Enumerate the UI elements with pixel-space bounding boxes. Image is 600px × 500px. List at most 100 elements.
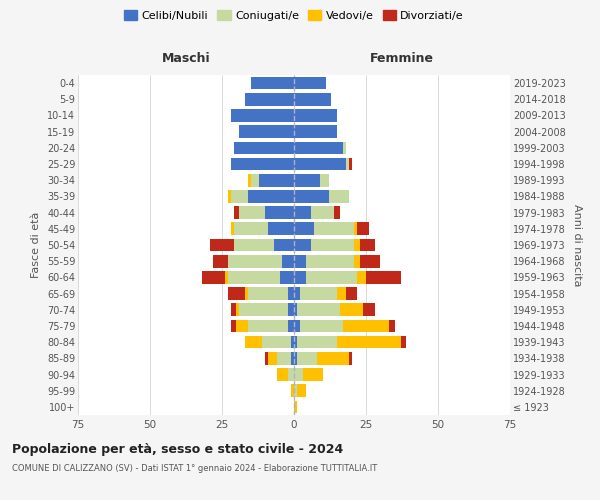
- Bar: [233, 206, 239, 219]
- Bar: [274, 238, 294, 252]
- Bar: [268, 222, 294, 235]
- Bar: [262, 336, 291, 348]
- Bar: [239, 126, 294, 138]
- Bar: [311, 238, 355, 252]
- Bar: [230, 109, 294, 122]
- Bar: [343, 142, 346, 154]
- Bar: [291, 336, 294, 348]
- Bar: [233, 238, 274, 252]
- Bar: [248, 190, 294, 202]
- Bar: [300, 288, 337, 300]
- Bar: [329, 190, 349, 202]
- Bar: [305, 271, 358, 283]
- Bar: [230, 158, 294, 170]
- Bar: [228, 288, 245, 300]
- Bar: [358, 271, 366, 283]
- Bar: [280, 271, 294, 283]
- Text: Popolazione per età, sesso e stato civile - 2024: Popolazione per età, sesso e stato civil…: [12, 442, 343, 456]
- Bar: [259, 174, 294, 186]
- Bar: [294, 368, 302, 381]
- Bar: [294, 255, 305, 268]
- Bar: [294, 158, 346, 170]
- Bar: [355, 222, 358, 235]
- Bar: [349, 352, 352, 364]
- Bar: [251, 77, 294, 90]
- Bar: [265, 352, 268, 364]
- Bar: [389, 320, 395, 332]
- Bar: [294, 384, 297, 397]
- Bar: [294, 238, 311, 252]
- Bar: [297, 384, 305, 397]
- Bar: [225, 271, 228, 283]
- Bar: [211, 238, 233, 252]
- Bar: [311, 206, 334, 219]
- Bar: [343, 320, 389, 332]
- Bar: [202, 271, 225, 283]
- Bar: [233, 142, 294, 154]
- Bar: [268, 352, 277, 364]
- Bar: [294, 288, 300, 300]
- Bar: [294, 77, 326, 90]
- Bar: [248, 320, 288, 332]
- Bar: [297, 304, 340, 316]
- Bar: [346, 288, 358, 300]
- Bar: [297, 336, 337, 348]
- Bar: [337, 336, 401, 348]
- Bar: [228, 190, 230, 202]
- Bar: [233, 222, 268, 235]
- Bar: [366, 271, 401, 283]
- Bar: [288, 288, 294, 300]
- Text: Maschi: Maschi: [161, 52, 211, 66]
- Bar: [340, 304, 363, 316]
- Bar: [236, 320, 248, 332]
- Bar: [294, 400, 297, 413]
- Bar: [288, 304, 294, 316]
- Bar: [320, 174, 329, 186]
- Bar: [228, 255, 283, 268]
- Bar: [239, 304, 288, 316]
- Bar: [294, 206, 311, 219]
- Bar: [230, 320, 236, 332]
- Bar: [358, 222, 369, 235]
- Bar: [230, 222, 233, 235]
- Bar: [228, 271, 280, 283]
- Bar: [363, 304, 374, 316]
- Bar: [297, 352, 317, 364]
- Bar: [277, 352, 291, 364]
- Bar: [283, 255, 294, 268]
- Bar: [291, 384, 294, 397]
- Bar: [294, 142, 343, 154]
- Legend: Celibi/Nubili, Coniugati/e, Vedovi/e, Divorziati/e: Celibi/Nubili, Coniugati/e, Vedovi/e, Di…: [122, 8, 466, 23]
- Bar: [214, 255, 228, 268]
- Bar: [236, 304, 239, 316]
- Bar: [294, 320, 300, 332]
- Bar: [337, 288, 346, 300]
- Bar: [360, 238, 374, 252]
- Bar: [245, 336, 262, 348]
- Bar: [294, 109, 337, 122]
- Bar: [230, 304, 236, 316]
- Bar: [294, 336, 297, 348]
- Bar: [230, 190, 248, 202]
- Bar: [294, 304, 297, 316]
- Bar: [248, 288, 288, 300]
- Bar: [317, 352, 349, 364]
- Bar: [251, 174, 259, 186]
- Bar: [294, 222, 314, 235]
- Bar: [294, 93, 331, 106]
- Bar: [349, 158, 352, 170]
- Bar: [265, 206, 294, 219]
- Text: COMUNE DI CALIZZANO (SV) - Dati ISTAT 1° gennaio 2024 - Elaborazione TUTTITALIA.: COMUNE DI CALIZZANO (SV) - Dati ISTAT 1°…: [12, 464, 377, 473]
- Bar: [291, 352, 294, 364]
- Bar: [294, 352, 297, 364]
- Y-axis label: Fasce di età: Fasce di età: [31, 212, 41, 278]
- Bar: [294, 174, 320, 186]
- Bar: [294, 271, 305, 283]
- Bar: [294, 126, 337, 138]
- Bar: [248, 174, 251, 186]
- Bar: [355, 255, 360, 268]
- Bar: [300, 320, 343, 332]
- Bar: [288, 320, 294, 332]
- Bar: [245, 93, 294, 106]
- Bar: [401, 336, 406, 348]
